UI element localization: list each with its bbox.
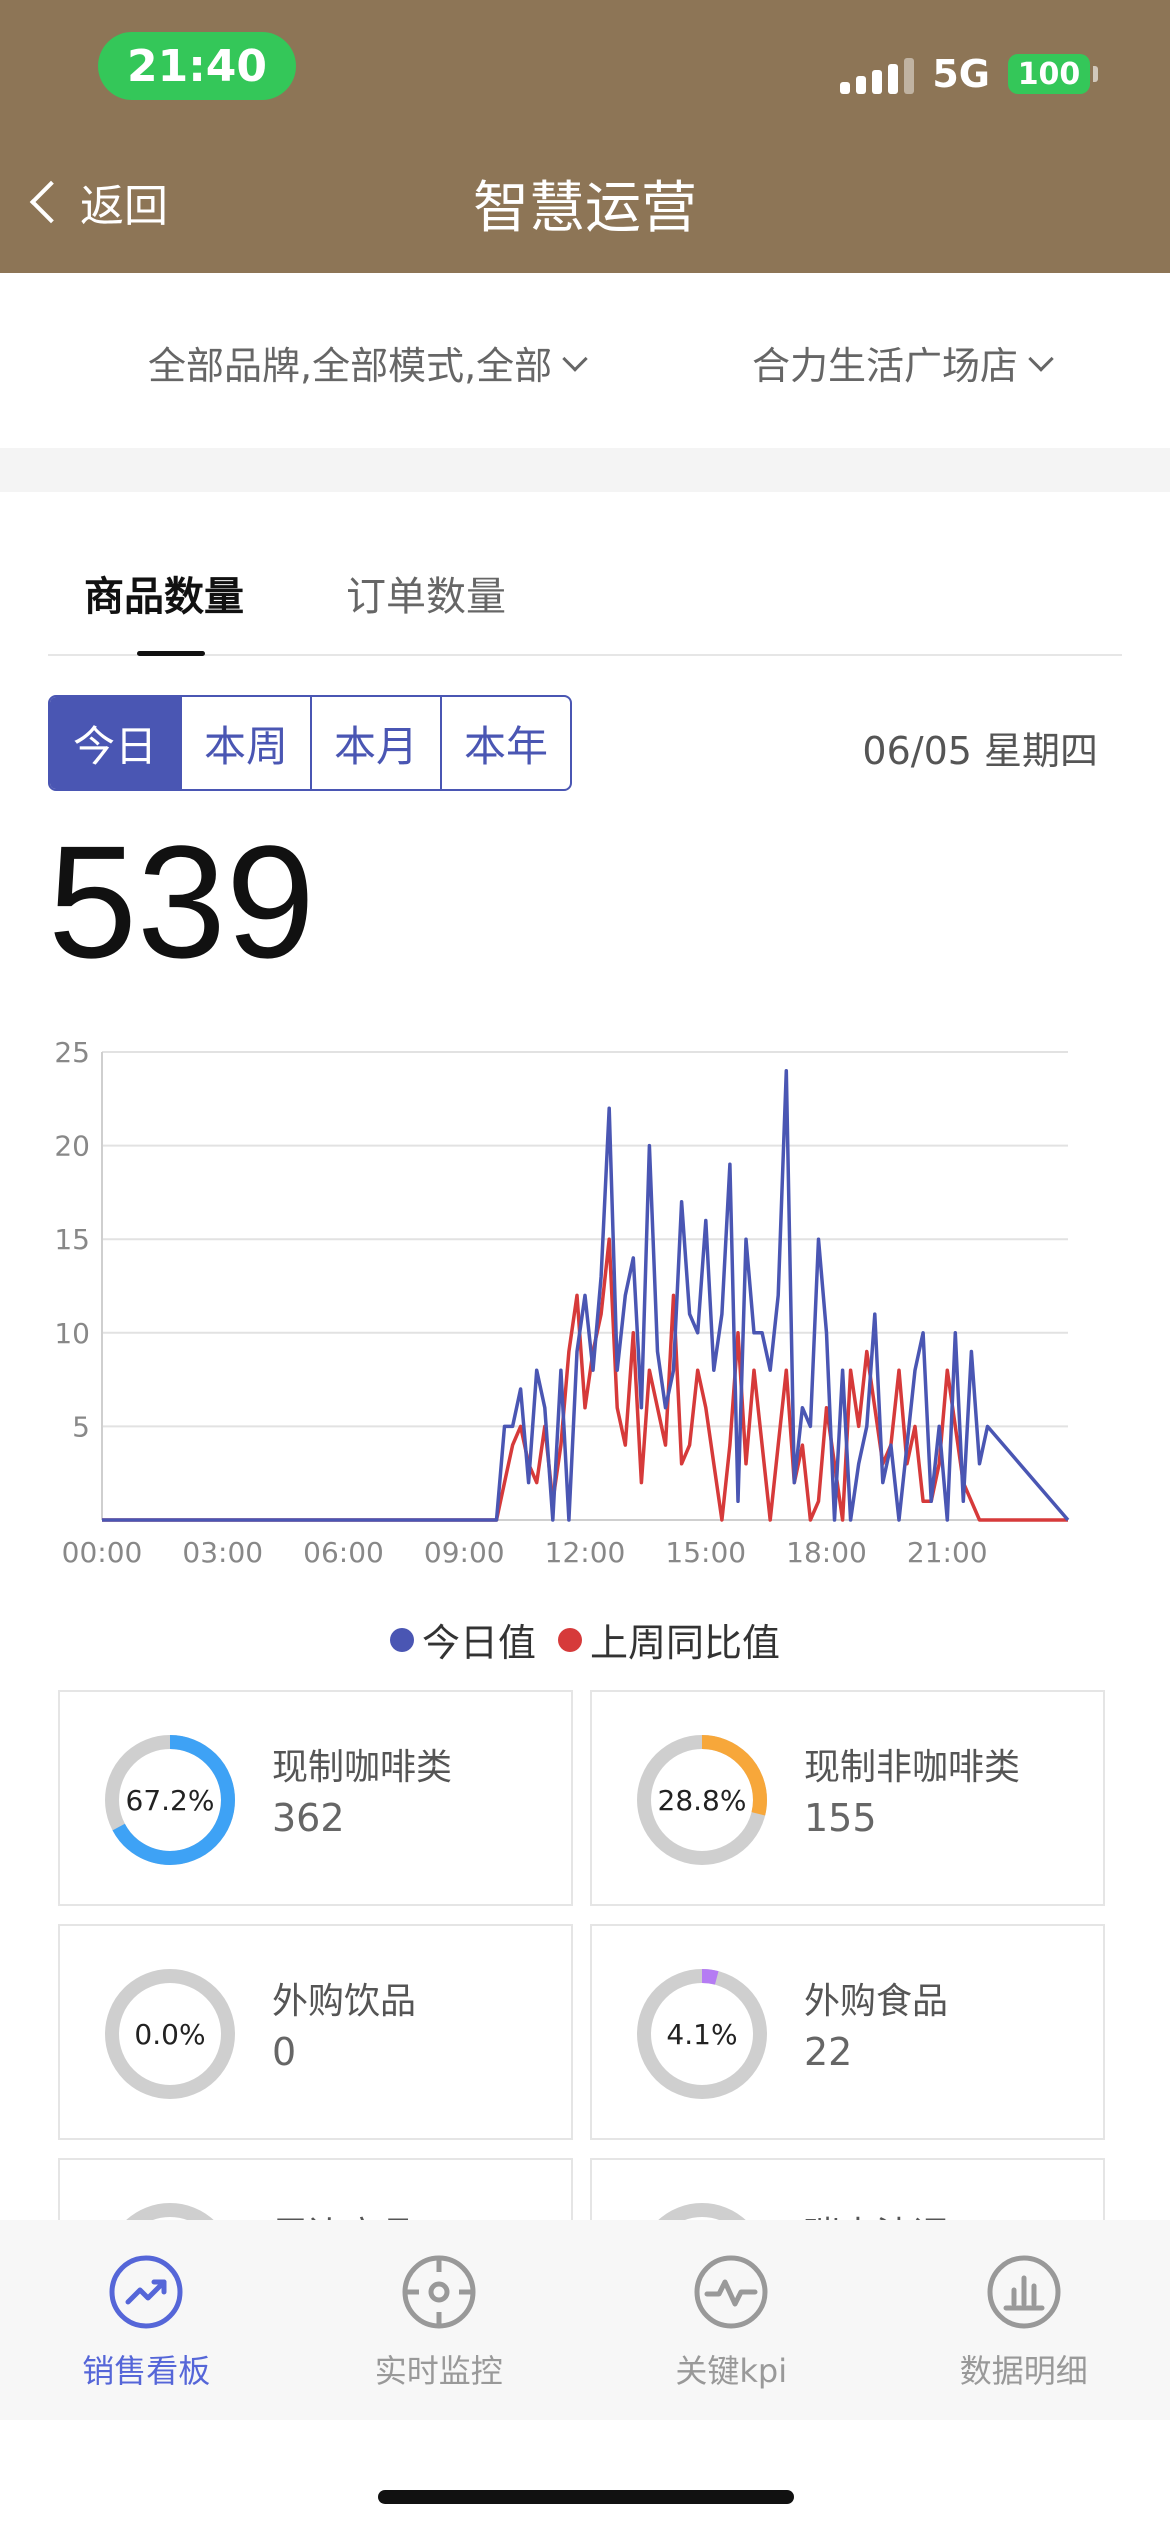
category-value: 362 — [272, 1796, 345, 1840]
period-month[interactable]: 本月 — [310, 697, 440, 789]
nav-label: 数据明细 — [959, 2352, 1088, 2390]
metric-tabs: 商品数量 订单数量 — [48, 492, 1122, 656]
chart-legend: 今日值 上周同比值 — [0, 1612, 1170, 1667]
donut-ring — [105, 1969, 235, 2099]
chevron-down-icon — [562, 345, 588, 372]
period-year[interactable]: 本年 — [440, 697, 570, 789]
x-tick-label: 09:00 — [424, 1536, 505, 1569]
legend-dot-today — [389, 1627, 414, 1652]
tab-order-count[interactable]: 订单数量 — [346, 574, 506, 620]
category-name: 外购饮品 — [272, 1981, 417, 2022]
x-tick-label: 18:00 — [786, 1536, 867, 1569]
nav-data-detail[interactable]: 数据明细 — [878, 2220, 1170, 2420]
donut-ring — [637, 1735, 767, 1865]
legend-last-week: 上周同比值 — [558, 1612, 780, 1667]
section-divider — [0, 448, 1170, 492]
donut-track — [105, 1969, 235, 2099]
page-title: 智慧运营 — [473, 176, 697, 241]
donut-fill — [105, 1735, 235, 1865]
bar-chart-icon — [987, 2255, 1061, 2329]
store-filter-label: 合力生活广场店 — [752, 344, 1019, 388]
crosshair-icon — [402, 2255, 476, 2329]
donut-ring — [105, 1735, 235, 1865]
tab-product-count[interactable]: 商品数量 — [84, 574, 244, 620]
y-tick-label: 10 — [54, 1317, 90, 1350]
status-time: 21:40 — [98, 32, 296, 100]
category-percent: 67.2% — [125, 1783, 215, 1817]
category-name: 现制咖啡类 — [272, 1747, 453, 1788]
y-tick-label: 25 — [54, 1036, 90, 1069]
network-type: 5G — [932, 52, 990, 96]
legend-today: 今日值 — [389, 1612, 536, 1667]
app-header: 21:40 5G 100 返回 智慧运营 — [0, 0, 1170, 273]
nav-label: 实时监控 — [374, 2352, 503, 2390]
battery-level: 100 — [1017, 56, 1081, 92]
donut-fill — [637, 1735, 767, 1865]
bottom-tab-bar: 销售看板 实时监控 关键kpi 数据明细 — [0, 2220, 1170, 2420]
status-indicators: 5G 100 — [840, 52, 1098, 96]
legend-today-label: 今日值 — [421, 1621, 536, 1665]
total-count: 539 — [48, 812, 315, 991]
donut-fill — [637, 1969, 767, 2099]
x-tick-label: 06:00 — [303, 1536, 384, 1569]
period-today[interactable]: 今日 — [50, 697, 180, 789]
nav-label: 销售看板 — [82, 2352, 211, 2390]
nav-label: 关键kpi — [675, 2352, 788, 2390]
legend-dot-last-week — [558, 1627, 582, 1652]
series-line-last-week — [102, 1237, 1068, 1522]
legend-last-week-label: 上周同比值 — [590, 1621, 781, 1665]
category-name: 现制非咖啡类 — [804, 1747, 1021, 1788]
x-tick-label: 00:00 — [62, 1536, 143, 1569]
signal-icon — [840, 54, 915, 94]
category-percent: 4.1% — [666, 2017, 738, 2051]
back-button[interactable]: 返回 — [28, 170, 168, 234]
nav-realtime-monitor[interactable]: 实时监控 — [293, 2220, 586, 2420]
series-line-today — [102, 1068, 1070, 1522]
filter-bar: 全部品牌,全部模式,全部 合力生活广场店 — [0, 273, 1170, 448]
period-selector: 今日 本周 本月 本年 — [48, 695, 572, 791]
y-tick-label: 5 — [72, 1410, 90, 1443]
category-value: 22 — [804, 2030, 853, 2074]
period-week[interactable]: 本周 — [180, 697, 310, 789]
y-tick-label: 20 — [54, 1130, 90, 1163]
brand-filter-dropdown[interactable]: 全部品牌,全部模式,全部 — [148, 335, 588, 390]
nav-sales-dashboard[interactable]: 销售看板 — [0, 2220, 293, 2420]
back-label: 返回 — [80, 181, 168, 232]
x-tick-label: 03:00 — [182, 1536, 263, 1569]
category-card[interactable]: 4.1% 外购食品 22 — [590, 1924, 1105, 2140]
battery-icon: 100 — [1008, 54, 1098, 94]
category-card[interactable]: 28.8% 现制非咖啡类 155 — [590, 1690, 1105, 1906]
active-tab-indicator — [137, 651, 205, 656]
store-filter-dropdown[interactable]: 合力生活广场店 — [752, 335, 1054, 390]
category-value: 0 — [272, 2030, 297, 2074]
current-date: 06/05 星期四 — [862, 729, 1098, 773]
category-card[interactable]: 0.0% 外购饮品 0 — [58, 1924, 573, 2140]
x-tick-label: 21:00 — [907, 1536, 988, 1569]
category-name: 外购食品 — [804, 1981, 949, 2022]
category-percent: 28.8% — [657, 1783, 747, 1817]
category-card[interactable]: 67.2% 现制咖啡类 362 — [58, 1690, 573, 1906]
x-tick-label: 12:00 — [545, 1536, 626, 1569]
home-indicator — [378, 2490, 794, 2504]
hourly-line-chart: 5 10 15 20 25 00:00 03:00 06:00 09:00 12:00 15:00 1… — [54, 1036, 1070, 1569]
x-tick-label: 15:00 — [665, 1536, 746, 1569]
pulse-icon — [694, 2255, 768, 2329]
trend-icon — [109, 2255, 183, 2329]
nav-key-kpi[interactable]: 关键kpi — [585, 2220, 878, 2420]
category-value: 155 — [804, 1796, 877, 1840]
donut-ring — [637, 1969, 767, 2099]
chevron-down-icon — [1028, 345, 1054, 372]
brand-filter-label: 全部品牌,全部模式,全部 — [148, 344, 553, 388]
y-tick-label: 15 — [54, 1223, 90, 1256]
category-percent: 0.0% — [134, 2017, 206, 2051]
